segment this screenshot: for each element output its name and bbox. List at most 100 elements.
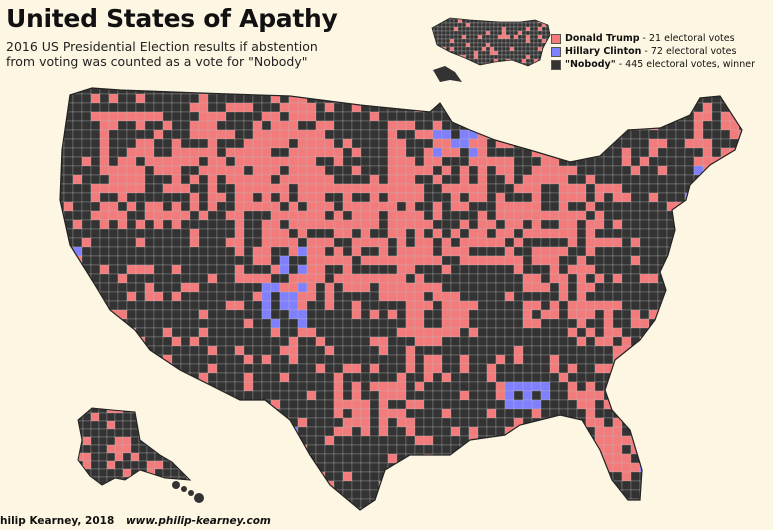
- county-cell: [630, 507, 641, 510]
- county-cell: [234, 174, 245, 185]
- county-cell: [333, 471, 344, 482]
- county-cell: [178, 444, 188, 454]
- county-cell: [396, 264, 407, 275]
- county-cell: [315, 174, 326, 185]
- county-cell: [405, 390, 416, 401]
- county-cell: [243, 399, 254, 410]
- county-cell: [396, 336, 407, 347]
- county-cell: [522, 462, 533, 473]
- county-cell: [180, 381, 191, 392]
- county-cell: [144, 345, 155, 356]
- county-cell: [117, 165, 128, 176]
- county-cell: [234, 156, 245, 167]
- county-cell: [342, 318, 353, 329]
- county-cell: [549, 372, 560, 383]
- county-cell: [186, 436, 190, 446]
- county-cell: [414, 426, 425, 437]
- county-cell: [657, 372, 668, 383]
- county-cell: [72, 93, 83, 104]
- county-cell: [648, 255, 659, 266]
- county-cell: [270, 435, 281, 446]
- county-cell: [621, 354, 632, 365]
- county-cell: [189, 129, 200, 140]
- county-cell: [243, 390, 254, 401]
- county-cell: [675, 417, 686, 428]
- county-cell: [252, 390, 263, 401]
- county-cell: [405, 435, 416, 446]
- county-cell: [621, 165, 632, 176]
- county-cell: [333, 498, 344, 509]
- county-cell: [198, 147, 209, 158]
- county-cell: [558, 147, 569, 158]
- county-cell: [122, 436, 132, 446]
- county-cell: [432, 255, 443, 266]
- county-cell: [171, 408, 182, 419]
- county-cell: [522, 156, 533, 167]
- county-cell: [423, 444, 434, 455]
- county-cell: [178, 412, 188, 422]
- county-cell: [297, 480, 308, 491]
- county-cell: [405, 471, 416, 482]
- county-cell: [63, 345, 74, 356]
- county-cell: [243, 426, 254, 437]
- county-cell: [684, 88, 695, 95]
- county-cell: [594, 462, 605, 473]
- county-cell: [360, 88, 371, 95]
- county-cell: [306, 408, 317, 419]
- county-cell: [369, 426, 380, 437]
- county-cell: [486, 93, 497, 104]
- county-cell: [99, 381, 110, 392]
- county-cell: [473, 26, 479, 32]
- county-cell: [135, 228, 146, 239]
- county-cell: [146, 420, 156, 430]
- county-cell: [234, 237, 245, 248]
- county-cell: [117, 174, 128, 185]
- county-cell: [414, 309, 425, 320]
- county-cell: [549, 147, 560, 158]
- county-cell: [594, 246, 605, 257]
- county-cell: [693, 237, 704, 248]
- county-cell: [486, 102, 497, 113]
- county-cell: [90, 183, 101, 194]
- county-cell: [279, 453, 290, 464]
- county-cell: [180, 93, 191, 104]
- county-cell: [513, 34, 519, 40]
- county-cell: [522, 237, 533, 248]
- county-cell: [594, 507, 605, 510]
- county-cell: [405, 417, 416, 428]
- county-cell: [684, 408, 695, 419]
- county-cell: [594, 381, 605, 392]
- county-cell: [684, 318, 695, 329]
- county-cell: [261, 309, 272, 320]
- county-cell: [545, 58, 550, 64]
- county-cell: [450, 336, 461, 347]
- county-cell: [324, 507, 335, 510]
- county-cell: [378, 282, 389, 293]
- county-cell: [333, 264, 344, 275]
- county-cell: [486, 354, 497, 365]
- county-cell: [423, 363, 434, 374]
- county-cell: [453, 22, 459, 28]
- county-cell: [198, 426, 209, 437]
- county-cell: [738, 219, 742, 230]
- county-cell: [497, 42, 503, 48]
- county-cell: [63, 489, 74, 500]
- county-cell: [477, 327, 488, 338]
- county-cell: [720, 165, 731, 176]
- county-cell: [63, 264, 74, 275]
- county-cell: [486, 345, 497, 356]
- county-cell: [99, 93, 110, 104]
- county-cell: [594, 471, 605, 482]
- county-cell: [657, 201, 668, 212]
- county-cell: [531, 93, 542, 104]
- county-cell: [684, 246, 695, 257]
- county-cell: [738, 417, 742, 428]
- county-cell: [522, 489, 533, 500]
- county-cell: [495, 165, 506, 176]
- county-cell: [558, 88, 569, 95]
- county-cell: [648, 273, 659, 284]
- county-cell: [414, 120, 425, 131]
- website-link[interactable]: www.philip-kearney.com: [125, 515, 271, 527]
- county-cell: [117, 300, 128, 311]
- county-cell: [657, 102, 668, 113]
